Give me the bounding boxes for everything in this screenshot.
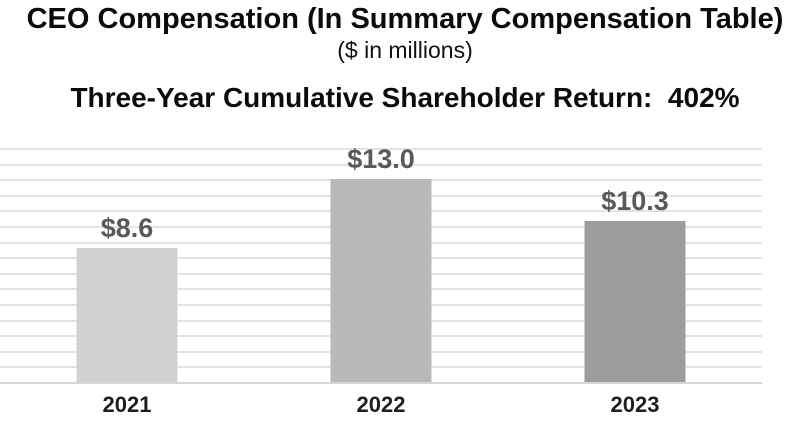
- bar-slot-2023: $10.3: [508, 148, 762, 384]
- x-axis-line: [0, 382, 762, 384]
- chart-title: CEO Compensation (In Summary Compensatio…: [26, 3, 784, 35]
- value-label-2023: $10.3: [601, 186, 669, 217]
- x-axis-label-2022: 2022: [356, 392, 406, 417]
- bar-2021: [76, 247, 178, 382]
- bars-container: $8.6 $13.0 $10.3: [0, 144, 762, 384]
- bar-slot-2022: $13.0: [254, 144, 508, 384]
- bar-slot-2021: $8.6: [0, 148, 254, 384]
- x-axis-label-2021: 2021: [102, 392, 152, 417]
- bar-2022: [330, 179, 432, 382]
- bar-2023: [584, 221, 686, 382]
- bar-chart-plot-area: $8.6 $13.0 $10.3: [0, 144, 762, 384]
- gridline: [0, 148, 762, 150]
- value-label-2022: $13.0: [347, 144, 415, 175]
- x-axis-label-2023: 2023: [610, 392, 660, 417]
- chart-subtitle: ($ in millions): [337, 37, 473, 63]
- x-axis-labels: 2021 2022 2023: [0, 391, 762, 421]
- gridline: [0, 163, 762, 166]
- shareholder-return-heading: Three-Year Cumulative Shareholder Return…: [70, 82, 740, 113]
- value-label-2021: $8.6: [100, 212, 154, 243]
